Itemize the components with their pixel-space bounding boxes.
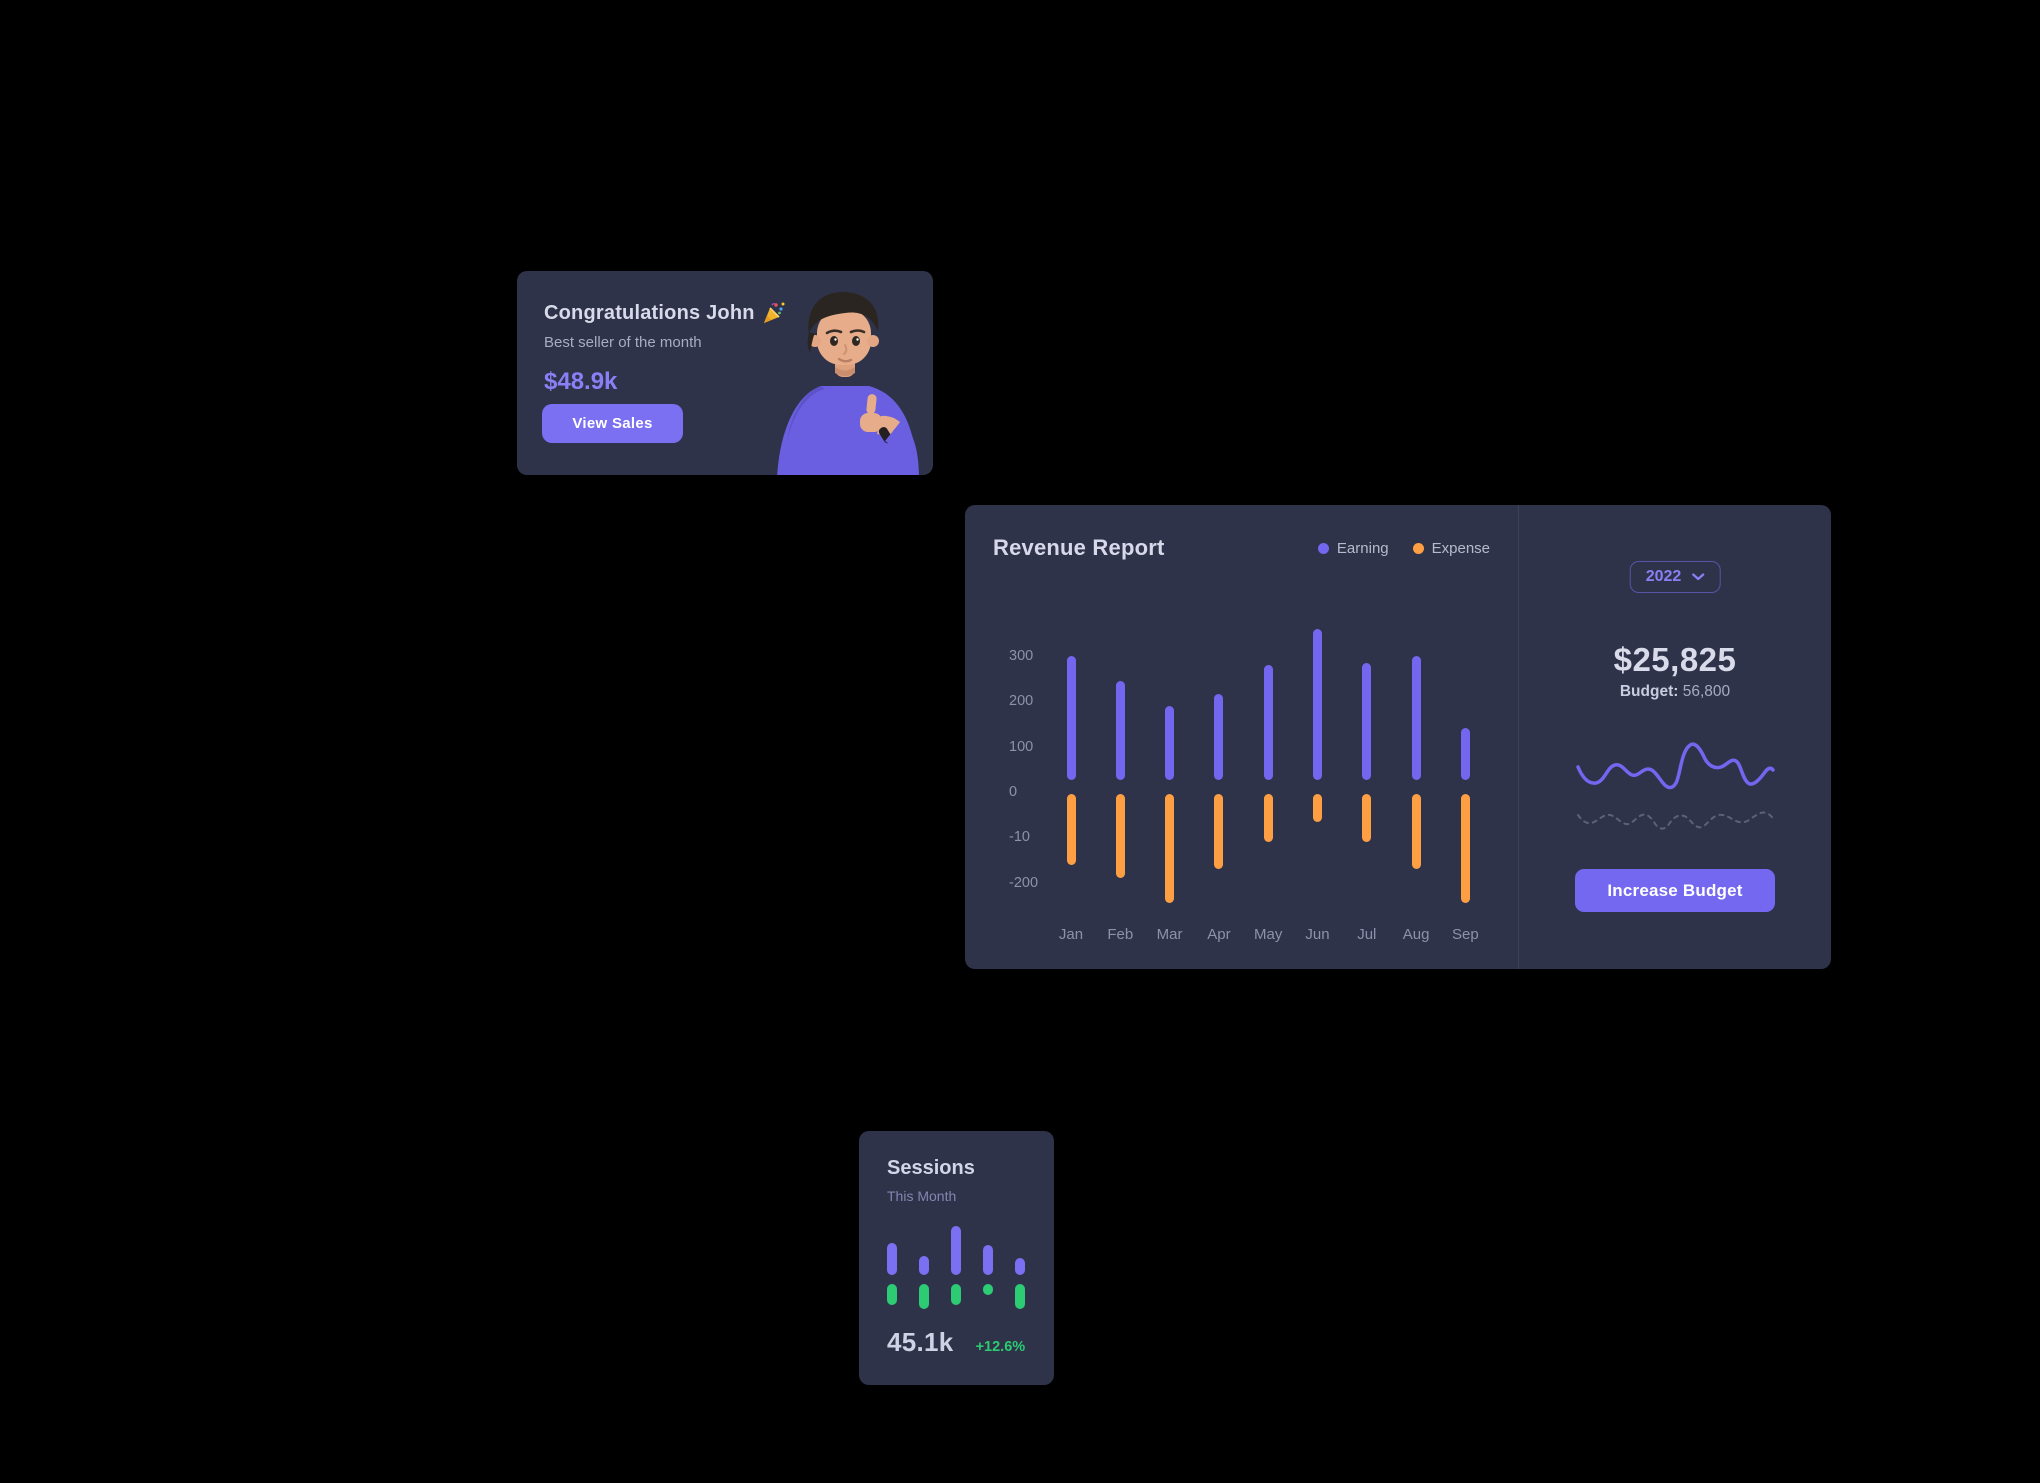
previous-trend-line [1577, 811, 1774, 830]
month-label-jan: Jan [1058, 926, 1084, 943]
legend-earning-label: Earning [1336, 539, 1389, 557]
session-bar-top [1015, 1258, 1025, 1275]
congrats-card: Congratulations John Best seller of the … [517, 271, 933, 475]
panel-divider [1518, 505, 1519, 969]
session-bar-bottom [951, 1284, 961, 1305]
congrats-amount: $48.9k [544, 368, 618, 395]
expense-bar-jul[interactable] [1362, 794, 1372, 842]
month-label-apr: Apr [1207, 926, 1231, 943]
session-bar-top [983, 1245, 993, 1275]
month-label-sep: Sep [1452, 926, 1479, 943]
sessions-title: Sessions [887, 1157, 975, 1179]
budget-total: $25,825 [1613, 641, 1737, 678]
budget-panel: 2022 $25,825 Budget: 56,800 Increase Bud… [1519, 505, 1831, 969]
expense-bar-sep[interactable] [1460, 794, 1470, 904]
sessions-subtitle: This Month [887, 1188, 957, 1204]
y-axis-tick-label: -200 [1009, 874, 1039, 891]
earning-dot-icon [1317, 542, 1329, 554]
congrats-title-text: Congratulations John [544, 301, 755, 324]
congrats-content: Congratulations John Best seller of the … [544, 301, 786, 396]
expense-bar-feb[interactable] [1115, 794, 1125, 879]
month-label-may: May [1254, 926, 1283, 943]
session-bar-bottom [983, 1284, 993, 1295]
earning-bar-jan[interactable] [1066, 655, 1076, 780]
session-bar-bottom [887, 1284, 897, 1305]
y-axis-tick-label: -10 [1009, 829, 1030, 846]
session-bar-top [887, 1243, 897, 1275]
y-axis-tick-label: 0 [1009, 784, 1018, 800]
budget-line: Budget: 56,800 [1519, 683, 1831, 701]
revenue-chart-section: 300 200 100 0 -10 -200 Jan Feb Mar Apr May Jun Jul Au… [965, 505, 1518, 969]
expense-bar-mar[interactable] [1165, 794, 1175, 904]
y-axis-tick-label: 200 [1009, 693, 1034, 710]
month-label-aug: Aug [1402, 926, 1430, 943]
year-select-value: 2022 [1645, 568, 1682, 585]
revenue-report-title: Revenue Report [993, 535, 1165, 560]
chevron-down-icon [1691, 573, 1704, 581]
expense-bar-may[interactable] [1263, 794, 1273, 842]
earning-bar-mar[interactable] [1165, 705, 1175, 780]
y-axis-tick-label: 300 [1009, 647, 1034, 664]
revenue-bar-chart: 300 200 100 0 -10 -200 Jan Feb Mar Apr May Jun Jul Au… [965, 505, 1518, 969]
budget-label: Budget: [1619, 683, 1679, 700]
month-label-mar: Mar [1156, 926, 1183, 943]
expense-bar-apr[interactable] [1214, 794, 1224, 870]
party-popper-icon [763, 302, 785, 323]
legend-item-expense[interactable]: Expense [1412, 539, 1490, 557]
expense-bar-aug[interactable] [1411, 794, 1421, 870]
earning-bar-jun[interactable] [1313, 628, 1322, 780]
sessions-value: 45.1k [887, 1327, 954, 1357]
revenue-chart-header: Revenue Report Earning Expense [993, 535, 1490, 561]
expense-bar-jan[interactable] [1066, 794, 1076, 865]
sessions-footer: 45.1k +12.6% [887, 1327, 1038, 1358]
earning-bar-feb[interactable] [1115, 680, 1125, 780]
congrats-title: Congratulations John [544, 301, 786, 325]
sessions-mini-chart [859, 1131, 1054, 1385]
month-label-feb: Feb [1107, 926, 1134, 943]
expense-dot-icon [1412, 542, 1424, 554]
budget-value: 56,800 [1682, 683, 1731, 700]
congrats-subtitle: Best seller of the month [544, 334, 702, 351]
sessions-card: Sessions This Month 45.1k +12.6% [859, 1131, 1054, 1385]
view-sales-button[interactable]: View Sales [542, 404, 683, 443]
session-bar-bottom [919, 1284, 929, 1309]
year-select-dropdown[interactable]: 2022 [1629, 561, 1721, 593]
earning-bar-jul[interactable] [1362, 662, 1372, 780]
session-bar-top [919, 1256, 929, 1275]
sessions-change-badge: +12.6% [975, 1339, 1026, 1355]
best-seller-avatar [777, 291, 919, 475]
increase-budget-button[interactable]: Increase Budget [1575, 869, 1775, 912]
earning-bar-aug[interactable] [1411, 655, 1421, 780]
earning-bar-may[interactable] [1263, 664, 1273, 780]
earning-bar-apr[interactable] [1214, 694, 1224, 780]
month-label-jul: Jul [1357, 926, 1377, 943]
legend-item-earning[interactable]: Earning [1317, 539, 1389, 557]
y-axis-tick-label: 100 [1009, 738, 1034, 755]
session-bar-bottom [1015, 1284, 1025, 1309]
chart-legend: Earning Expense [1317, 539, 1490, 557]
revenue-report-card: 300 200 100 0 -10 -200 Jan Feb Mar Apr May Jun Jul Au… [965, 505, 1831, 969]
budget-trend-chart [1576, 742, 1775, 830]
earning-bar-sep[interactable] [1460, 728, 1470, 780]
current-trend-line [1576, 742, 1775, 790]
month-label-jun: Jun [1305, 926, 1330, 943]
expense-bar-jun[interactable] [1313, 794, 1322, 822]
legend-expense-label: Expense [1431, 539, 1490, 557]
session-bar-top [951, 1226, 961, 1275]
